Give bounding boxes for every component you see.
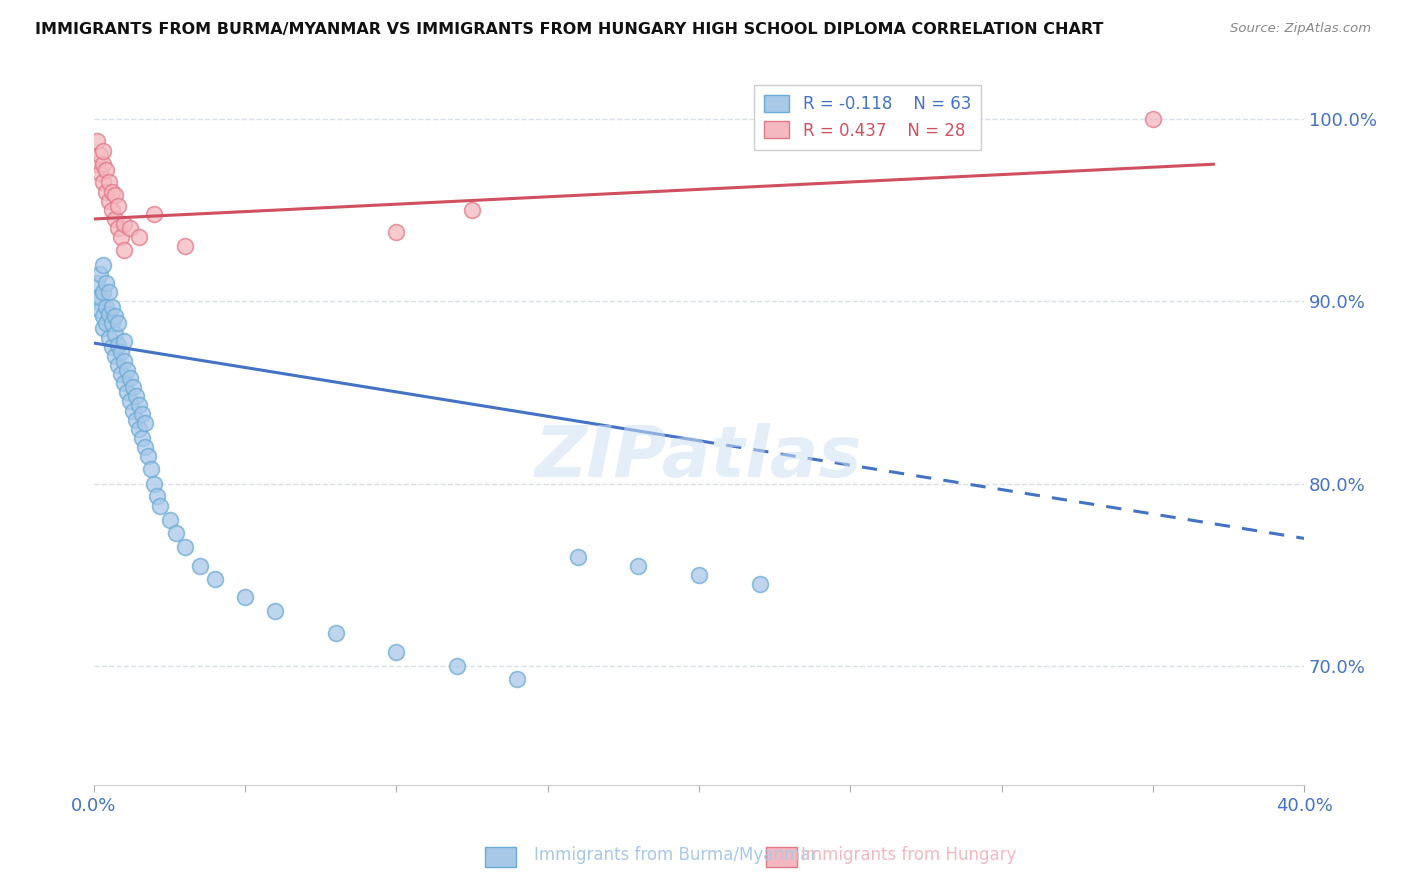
- Point: [146, 489, 169, 503]
- Point: [159, 513, 181, 527]
- Point: [567, 549, 589, 564]
- Point: [91, 309, 114, 323]
- Point: [94, 276, 117, 290]
- Point: [122, 380, 145, 394]
- Point: [134, 417, 156, 431]
- Point: [104, 211, 127, 226]
- Point: [107, 316, 129, 330]
- Text: Immigrants from Hungary: Immigrants from Hungary: [801, 846, 1017, 863]
- Point: [94, 162, 117, 177]
- Point: [91, 321, 114, 335]
- Point: [173, 239, 195, 253]
- Point: [143, 206, 166, 220]
- Point: [98, 194, 121, 208]
- Point: [112, 243, 135, 257]
- Text: ZIPatlas: ZIPatlas: [536, 423, 863, 491]
- Point: [173, 541, 195, 555]
- Point: [138, 449, 160, 463]
- Point: [101, 185, 124, 199]
- Point: [112, 218, 135, 232]
- Text: IMMIGRANTS FROM BURMA/MYANMAR VS IMMIGRANTS FROM HUNGARY HIGH SCHOOL DIPLOMA COR: IMMIGRANTS FROM BURMA/MYANMAR VS IMMIGRA…: [35, 22, 1104, 37]
- Point: [110, 345, 132, 359]
- Point: [149, 499, 172, 513]
- Point: [115, 363, 138, 377]
- Point: [101, 300, 124, 314]
- Text: Immigrants from Burma/Myanmar: Immigrants from Burma/Myanmar: [534, 846, 817, 863]
- Point: [89, 267, 111, 281]
- Point: [89, 166, 111, 180]
- Point: [122, 403, 145, 417]
- Point: [506, 672, 529, 686]
- Point: [120, 394, 142, 409]
- Point: [107, 338, 129, 352]
- Point: [125, 413, 148, 427]
- Point: [131, 407, 153, 421]
- Point: [107, 358, 129, 372]
- Point: [86, 294, 108, 309]
- Point: [94, 316, 117, 330]
- Point: [94, 300, 117, 314]
- Point: [748, 577, 770, 591]
- Point: [141, 462, 163, 476]
- Point: [165, 525, 187, 540]
- Point: [89, 290, 111, 304]
- Point: [91, 157, 114, 171]
- Point: [112, 376, 135, 391]
- Point: [91, 258, 114, 272]
- Point: [1142, 112, 1164, 126]
- Point: [91, 145, 114, 159]
- Point: [134, 440, 156, 454]
- Point: [104, 309, 127, 323]
- Point: [204, 572, 226, 586]
- Point: [98, 330, 121, 344]
- Point: [112, 354, 135, 368]
- Point: [91, 176, 114, 190]
- Text: Source: ZipAtlas.com: Source: ZipAtlas.com: [1230, 22, 1371, 36]
- Point: [104, 326, 127, 341]
- Point: [125, 389, 148, 403]
- Point: [688, 567, 710, 582]
- Point: [101, 316, 124, 330]
- Point: [128, 398, 150, 412]
- Point: [86, 134, 108, 148]
- Point: [446, 659, 468, 673]
- Point: [385, 225, 408, 239]
- Point: [112, 334, 135, 349]
- Point: [188, 558, 211, 573]
- Point: [325, 626, 347, 640]
- Point: [120, 221, 142, 235]
- Point: [110, 367, 132, 381]
- Point: [98, 307, 121, 321]
- Legend: R = -0.118    N = 63, R = 0.437    N = 28: R = -0.118 N = 63, R = 0.437 N = 28: [755, 85, 981, 150]
- Point: [131, 431, 153, 445]
- Point: [86, 276, 108, 290]
- Point: [110, 230, 132, 244]
- Point: [107, 221, 129, 235]
- Point: [128, 422, 150, 436]
- Point: [101, 202, 124, 217]
- Point: [120, 371, 142, 385]
- Point: [143, 476, 166, 491]
- Point: [89, 303, 111, 318]
- Point: [104, 349, 127, 363]
- Point: [89, 148, 111, 162]
- Point: [98, 176, 121, 190]
- Point: [86, 157, 108, 171]
- Point: [101, 340, 124, 354]
- Point: [128, 230, 150, 244]
- Point: [98, 285, 121, 299]
- Point: [461, 202, 484, 217]
- Point: [264, 604, 287, 618]
- Point: [107, 199, 129, 213]
- Point: [115, 385, 138, 400]
- Point: [627, 558, 650, 573]
- Point: [91, 285, 114, 299]
- Point: [94, 185, 117, 199]
- Point: [385, 644, 408, 658]
- Point: [104, 188, 127, 202]
- Point: [233, 590, 256, 604]
